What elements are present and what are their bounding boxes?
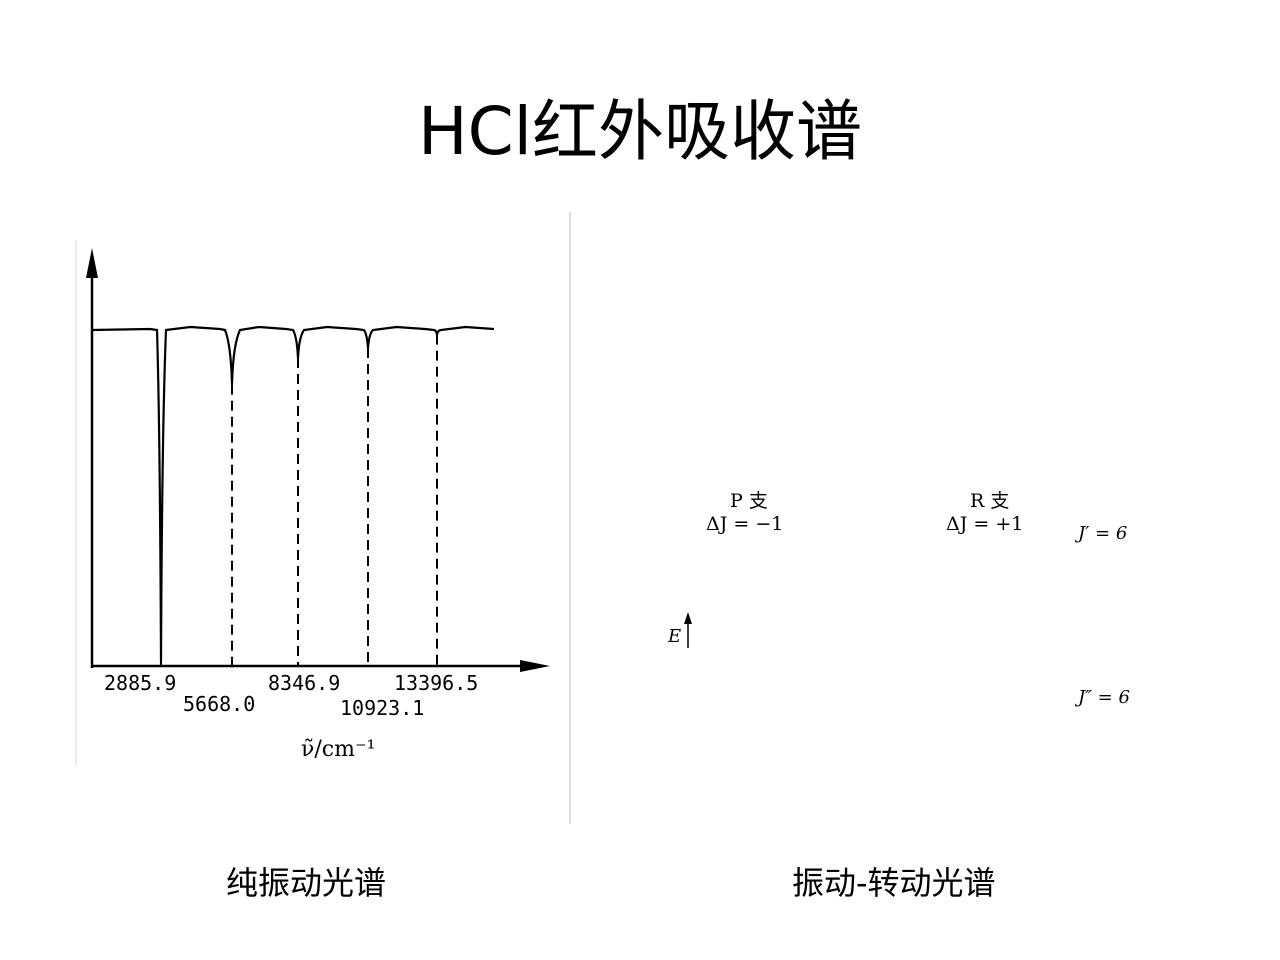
energy-axis-arrow (684, 612, 692, 624)
r-branch-rule: ΔJ = +1 (946, 513, 1023, 535)
peak-label: 5668.0 (183, 692, 255, 716)
peak-label: 10923.1 (340, 696, 424, 720)
peak-label: 2885.9 (104, 671, 176, 695)
r-branch-diagram-label: R 支 (970, 490, 1009, 512)
lower-j-label: J″ = 6 (1074, 687, 1130, 708)
energy-axis-label: E (667, 626, 681, 647)
x-axis-arrow (520, 660, 550, 672)
p-branch-diagram-label: P 支 (730, 490, 768, 512)
caption-vibration-rotation: 振动-转动光谱 (792, 864, 996, 902)
p-branch-rule: ΔJ = −1 (706, 513, 783, 535)
caption-pure-vibration: 纯振动光谱 (226, 864, 387, 902)
peak-label: 8346.9 (268, 671, 340, 695)
slide-title: HCl红外吸收谱 (417, 93, 863, 170)
peak-label: 13396.5 (394, 671, 478, 695)
y-axis-arrow (86, 248, 98, 278)
upper-j-label: J′ = 6 (1074, 523, 1127, 544)
x-axis-label: ν̃/cm⁻¹ (301, 737, 375, 762)
